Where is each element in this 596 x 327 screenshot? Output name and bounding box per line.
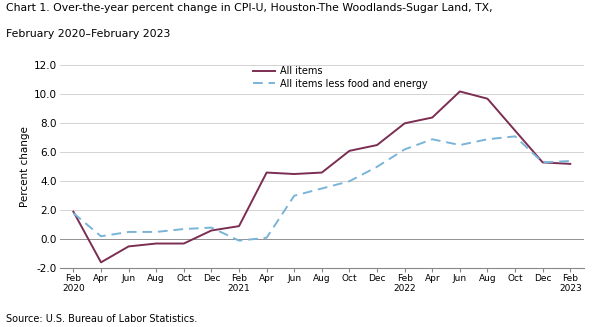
Text: Source: U.S. Bureau of Labor Statistics.: Source: U.S. Bureau of Labor Statistics. (6, 314, 197, 324)
Legend: All items, All items less food and energy: All items, All items less food and energ… (253, 66, 427, 89)
Text: Chart 1. Over-the-year percent change in CPI-U, Houston-The Woodlands-Sugar Land: Chart 1. Over-the-year percent change in… (6, 3, 492, 13)
Y-axis label: Percent change: Percent change (20, 126, 30, 207)
Text: February 2020–February 2023: February 2020–February 2023 (6, 29, 170, 40)
